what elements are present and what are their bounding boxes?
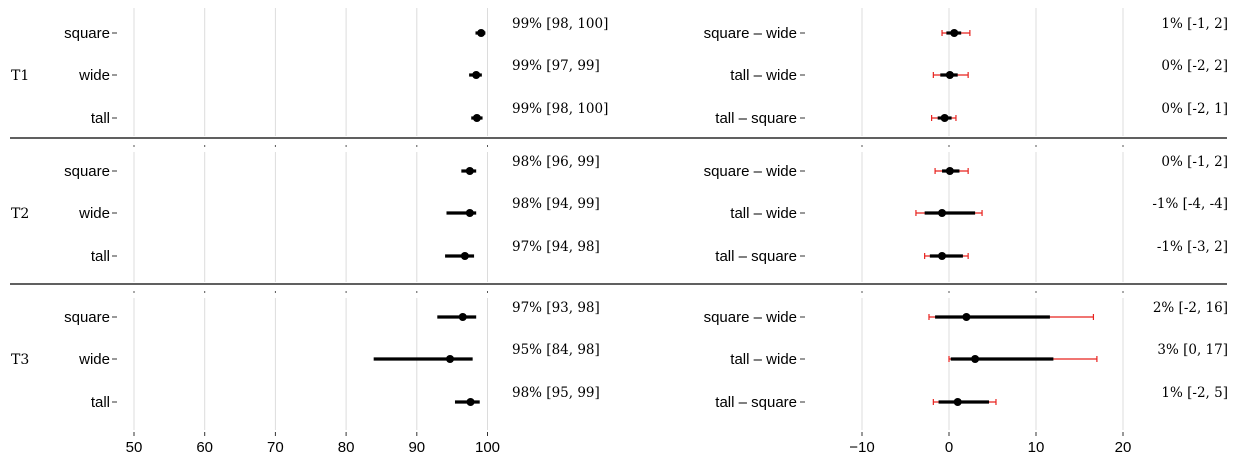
- diff-estimate-point: [945, 167, 954, 175]
- row-label: tall: [91, 248, 110, 265]
- diff-row-label: square – wide: [704, 309, 797, 326]
- diff-estimate-point: [950, 29, 959, 37]
- row-label: square: [64, 163, 110, 180]
- x-tick-label: 90: [408, 439, 425, 456]
- ci-annotation: 99% [98, 100]: [512, 101, 608, 117]
- diff-annotation: 0% [-1, 2]: [1161, 154, 1228, 170]
- grid-layer: [133, 8, 1124, 430]
- estimate-point: [458, 313, 467, 321]
- diff-row-label: tall – wide: [730, 351, 797, 368]
- diff-estimate-point: [938, 252, 947, 260]
- diff-annotation: 1% [-1, 2]: [1161, 16, 1228, 32]
- diff-estimate-point: [938, 209, 947, 217]
- panel-label: T2: [11, 206, 29, 222]
- diff-annotation: 3% [0, 17]: [1157, 342, 1228, 358]
- diff-row-label: tall – wide: [730, 67, 797, 84]
- estimate-point: [472, 114, 481, 122]
- x-tick-label: 100: [475, 439, 500, 456]
- diff-row-label: tall – square: [715, 248, 797, 265]
- estimate-point: [460, 252, 469, 260]
- diff-annotation: -1% [-4, -4]: [1152, 196, 1228, 212]
- interval-marks: [373, 29, 1098, 406]
- ci-annotation: 97% [93, 98]: [512, 300, 600, 316]
- x-tick-label: 0: [945, 439, 953, 456]
- diff-row-label: tall – wide: [730, 205, 797, 222]
- row-label: wide: [78, 205, 110, 222]
- estimate-point: [465, 209, 474, 217]
- row-label: wide: [78, 351, 110, 368]
- row-label: wide: [78, 67, 110, 84]
- x-tick-label: 50: [126, 439, 143, 456]
- diff-row-label: square – wide: [704, 163, 797, 180]
- ci-annotation: 95% [84, 98]: [512, 342, 600, 358]
- estimate-point: [465, 167, 474, 175]
- panel-separators: [10, 137, 1227, 293]
- estimate-point: [446, 355, 455, 363]
- estimate-point: [477, 29, 486, 37]
- diff-row-label: tall – square: [715, 110, 797, 127]
- row-label: tall: [91, 110, 110, 127]
- panel-label: T3: [11, 352, 29, 368]
- diff-row-label: tall – square: [715, 394, 797, 411]
- row-label: tall: [91, 394, 110, 411]
- diff-estimate-point: [940, 114, 949, 122]
- estimate-point: [466, 398, 475, 406]
- x-tick-label: 60: [196, 439, 213, 456]
- diff-annotation: 0% [-2, 2]: [1161, 58, 1228, 74]
- ci-annotation: 98% [95, 99]: [512, 385, 600, 401]
- x-tick-label: 80: [338, 439, 355, 456]
- diff-row-label: square – wide: [704, 25, 797, 42]
- diff-estimate-point: [971, 355, 980, 363]
- diff-annotation: 0% [-2, 1]: [1161, 101, 1228, 117]
- diff-annotation: -1% [-3, 2]: [1157, 239, 1228, 255]
- ci-annotation: 97% [94, 98]: [512, 239, 600, 255]
- labels: T1 square 99% [98, 100] wide 99% [97, 99] tal…: [11, 16, 1228, 456]
- x-tick-label: −10: [849, 439, 874, 456]
- row-label: square: [64, 309, 110, 326]
- diff-estimate-point: [945, 71, 954, 79]
- x-tick-label: 20: [1115, 439, 1132, 456]
- x-tick-label: 70: [267, 439, 284, 456]
- row-label: square: [64, 25, 110, 42]
- x-tick-label: 10: [1028, 439, 1045, 456]
- diff-annotation: 1% [-2, 5]: [1161, 385, 1228, 401]
- diff-annotation: 2% [-2, 16]: [1153, 300, 1228, 316]
- ci-annotation: 98% [94, 99]: [512, 196, 600, 212]
- ci-annotation: 99% [98, 100]: [512, 16, 608, 32]
- estimate-point: [472, 71, 481, 79]
- ci-annotation: 98% [96, 99]: [512, 154, 600, 170]
- ci-annotation: 99% [97, 99]: [512, 58, 600, 74]
- diff-estimate-point: [953, 398, 962, 406]
- diff-estimate-point: [962, 313, 971, 321]
- panel-label: T1: [11, 68, 29, 84]
